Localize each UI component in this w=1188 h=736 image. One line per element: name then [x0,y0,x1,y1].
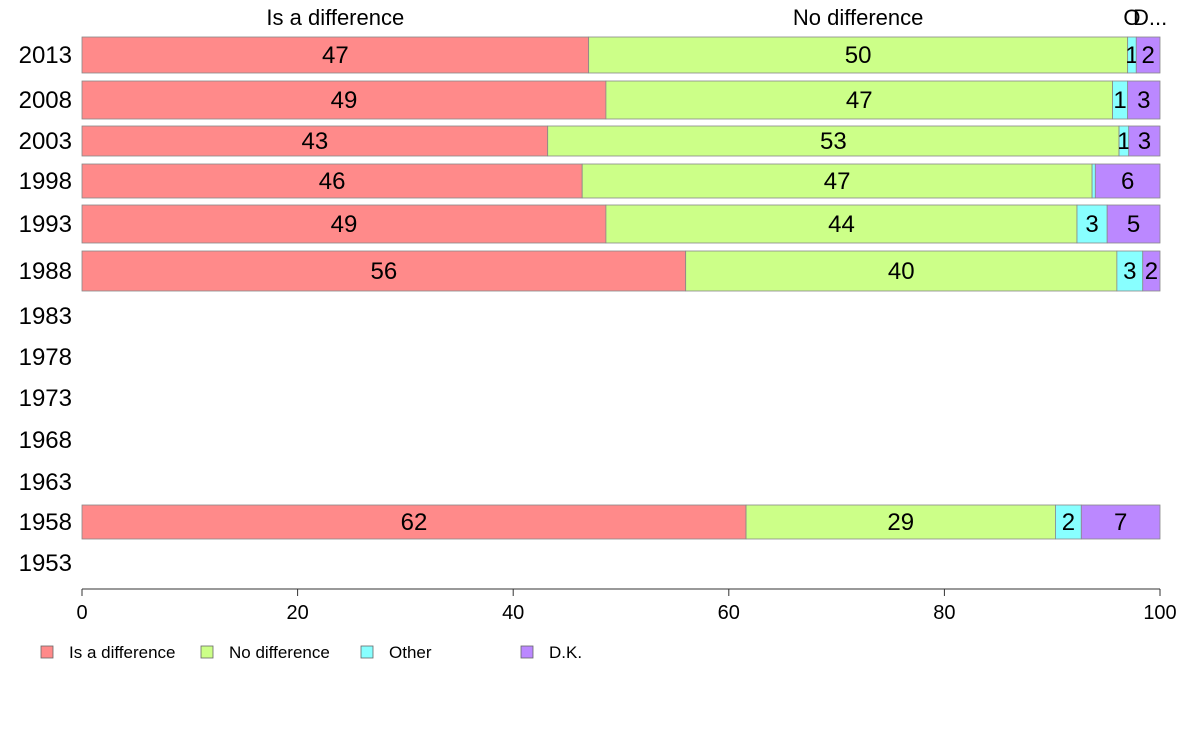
data-label-is-a-difference-2008: 49 [331,87,358,114]
header-other: O [1123,5,1140,30]
bar-other-1998 [1091,163,1096,199]
x-tick-label-20: 20 [286,602,308,624]
x-axis: 0 20 40 60 80 100 [76,588,1177,624]
x-tick-label-100: 100 [1143,602,1176,624]
legend-label-is-a-difference: Is a difference [69,643,175,662]
bar-is-a-difference-1993 [81,204,607,244]
data-label-is-a-difference-1958: 62 [401,509,428,536]
legend-label-d-k: D.K. [549,643,582,662]
year-label-1993: 1993 [19,211,72,238]
x-tick-label-0: 0 [76,602,87,624]
bar-d-k-1988 [1142,250,1161,292]
bars-group: 47 50 1 249 47 1 343 53 1 346 47 649 44 3 556 40 3 262 29 2… [81,36,1161,540]
data-label-is-a-difference-1988: 56 [370,258,397,285]
bar-is-a-difference-1958 [81,504,747,540]
bar-no-difference-2013 [588,36,1129,74]
data-label-other-1958: 2 [1062,509,1075,536]
data-label-other-2008: 1 [1113,87,1126,114]
year-labels: 2013 2008 2003 1998 1993 1988 1983 1978 1973 1968… [19,42,72,577]
year-label-1953: 1953 [19,550,72,577]
bar-no-difference-1988 [685,250,1118,292]
x-tick-label-40: 40 [502,602,524,624]
bar-no-difference-1998 [581,163,1093,199]
bar-is-a-difference-2008 [81,80,607,120]
data-label-is-a-difference-2003: 43 [301,128,328,155]
bar-no-difference-2003 [547,125,1120,157]
data-label-d-k-2013: 2 [1141,42,1154,69]
bar-is-a-difference-1988 [81,250,687,292]
header-no-difference: No difference [793,5,923,30]
header-is-a-difference: Is a difference [266,5,404,30]
data-label-no-difference-1988: 40 [888,258,915,285]
data-label-no-difference-2008: 47 [846,87,873,114]
bar-d-k-2003 [1128,125,1161,157]
year-label-1963: 1963 [19,469,72,496]
bar-d-k-1998 [1094,163,1161,199]
bar-d-k-2013 [1135,36,1161,74]
data-label-other-1988: 3 [1123,258,1136,285]
bar-other-1993 [1076,204,1108,244]
year-label-1978: 1978 [19,344,72,371]
data-label-no-difference-1993: 44 [828,211,855,238]
data-label-d-k-1958: 7 [1114,509,1127,536]
legend-swatch-no-difference [200,645,214,659]
year-label-1968: 1968 [19,427,72,454]
year-label-1973: 1973 [19,385,72,412]
bar-other-1988 [1116,250,1144,292]
x-tick-label-80: 80 [933,602,955,624]
data-label-no-difference-1958: 29 [887,509,914,536]
year-label-2008: 2008 [19,87,72,114]
data-label-other-1993: 3 [1085,211,1098,238]
data-label-other-2013: 1 [1125,42,1138,69]
legend-swatch-is-a-difference [40,645,54,659]
legend-label-no-difference: No difference [229,643,330,662]
data-label-is-a-difference-2013: 47 [322,42,349,69]
year-label-1998: 1998 [19,168,72,195]
data-label-no-difference-2003: 53 [820,128,847,155]
legend-swatch-other [360,645,374,659]
data-label-d-k-1998: 6 [1121,168,1134,195]
data-label-is-a-difference-1998: 46 [319,168,346,195]
year-label-1958: 1958 [19,509,72,536]
x-tick-label-60: 60 [718,602,740,624]
year-label-2013: 2013 [19,42,72,69]
bar-is-a-difference-2003 [81,125,549,157]
data-label-no-difference-2013: 50 [845,42,872,69]
column-headers: Is a difference No difference OD... [266,5,1167,30]
bar-d-k-2008 [1127,80,1161,120]
year-label-1983: 1983 [19,303,72,330]
data-label-no-difference-1998: 47 [824,168,851,195]
bar-d-k-1958 [1080,504,1161,540]
data-label-other-2003: 1 [1117,128,1130,155]
bar-d-k-1993 [1106,204,1161,244]
bar-is-a-difference-1998 [81,163,583,199]
data-label-d-k-1993: 5 [1127,211,1140,238]
data-label-d-k-2003: 3 [1138,128,1151,155]
year-label-1988: 1988 [19,258,72,285]
legend-swatch-d-k [520,645,534,659]
bar-other-1958 [1055,504,1082,540]
legend: Is a difference No difference Other D.K. [40,643,582,662]
year-label-2003: 2003 [19,128,72,155]
data-label-d-k-1988: 2 [1145,258,1158,285]
data-label-is-a-difference-1993: 49 [331,211,358,238]
legend-label-other: Other [389,643,432,662]
header-d-k: D... [1133,5,1167,30]
data-label-d-k-2008: 3 [1137,87,1150,114]
bar-no-difference-1993 [605,204,1078,244]
